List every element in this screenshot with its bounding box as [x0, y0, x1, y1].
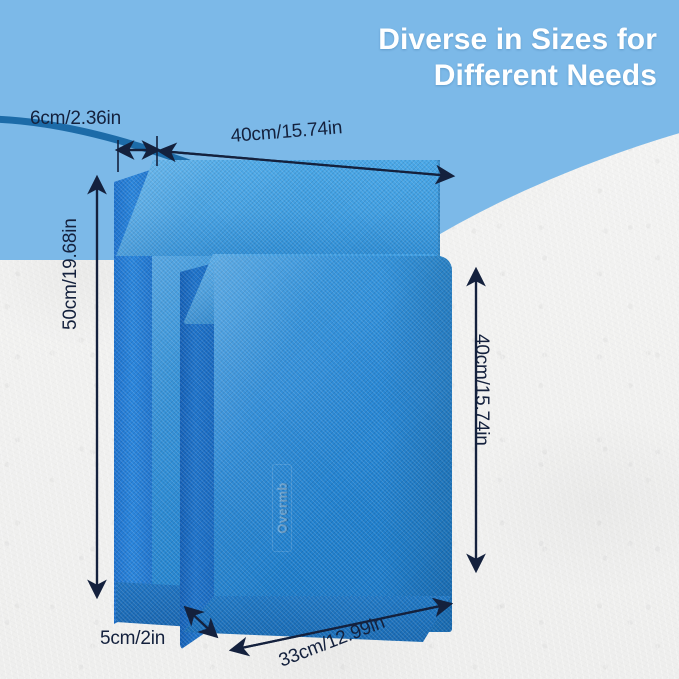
banner-title: Diverse in Sizes for Different Needs	[257, 22, 657, 94]
title-line-2: Different Needs	[433, 59, 657, 92]
back-pad-top-texture	[116, 160, 438, 256]
front-pad-left-edge	[180, 262, 218, 650]
back-pad-top-face	[116, 160, 438, 256]
label-front-pad-thickness: 5cm/2in	[100, 628, 166, 649]
front-pad-face-texture	[214, 256, 452, 632]
title-line-1: Diverse in Sizes for	[378, 23, 657, 56]
front-pad-left-texture	[180, 262, 218, 650]
label-back-pad-height: 50cm/19.68in	[60, 218, 81, 330]
label-back-pad-thickness: 6cm/2.36in	[30, 108, 121, 129]
label-front-pad-height: 40cm/15.74in	[471, 334, 492, 446]
front-pad-front-face	[214, 256, 452, 632]
